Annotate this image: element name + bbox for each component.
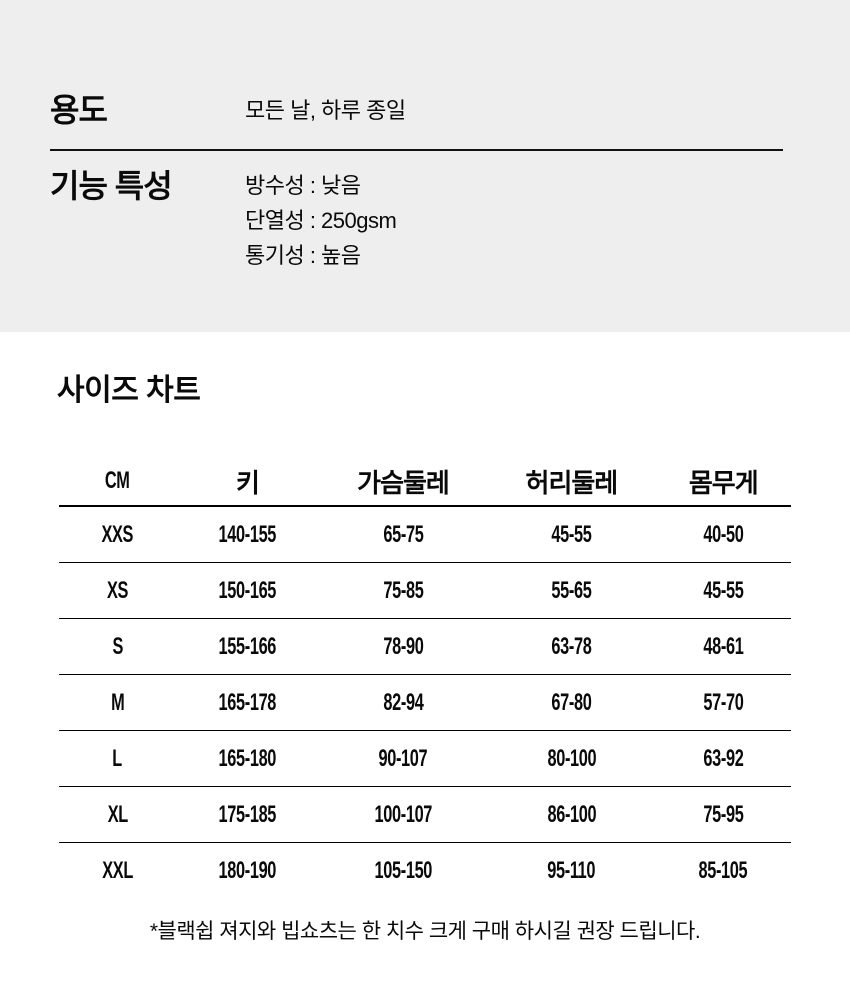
size-cell: XXS [101, 520, 134, 548]
height-cell: 150-165 [218, 576, 277, 604]
height-cell: 175-185 [218, 800, 277, 828]
weight-cell: 57-70 [703, 688, 744, 716]
weight-cell: 40-50 [703, 520, 744, 548]
weight-cell: 48-61 [703, 632, 744, 660]
features-row: 기능 특성 방수성 : 낮음 단열성 : 250gsm 통기성 : 높음 [50, 168, 783, 273]
feature-insulation: 단열성 : 250gsm [245, 208, 397, 233]
chest-cell: 105-150 [374, 857, 432, 884]
chest-cell: 100-107 [374, 800, 432, 828]
table-row-l: L 165-180 90-107 80-100 63-92 [59, 731, 791, 787]
header-cell-waist: 허리둘레 [525, 467, 619, 498]
chest-cell: 90-107 [378, 744, 428, 772]
usage-label: 용도 [50, 92, 108, 128]
size-cell: XXL [102, 857, 133, 884]
waist-cell: 55-65 [551, 576, 592, 604]
chest-cell: 82-94 [383, 688, 424, 716]
waist-cell: 45-55 [551, 520, 592, 548]
feature-waterproof: 방수성 : 낮음 [245, 173, 361, 198]
size-note: *블랙쉽 져지와 빕쇼츠는 한 치수 크게 구매 하시길 권장 드립니다. [149, 920, 701, 943]
header-cell-chest: 가슴둘레 [357, 467, 450, 498]
table-row-xxl: XXL 180-190 105-150 95-110 85-105 [59, 843, 791, 899]
height-cell: 180-190 [218, 857, 277, 884]
feature-list: 방수성 : 낮음 단열성 : 250gsm 통기성 : 높음 [245, 168, 397, 273]
usage-row: 용도 모든 날, 하루 종일 [50, 92, 783, 128]
header-cell-unit: CM [105, 467, 130, 494]
height-cell: 165-178 [218, 688, 277, 716]
header-cell-height: 키 [236, 467, 260, 498]
table-row-s: S 155-166 78-90 63-78 48-61 [59, 619, 791, 675]
waist-cell: 67-80 [551, 688, 592, 716]
weight-cell: 75-95 [703, 800, 744, 828]
table-row-xs: XS 150-165 75-85 55-65 45-55 [59, 563, 791, 619]
size-chart-title: 사이즈 차트 [57, 374, 201, 407]
feature-breathability: 통기성 : 높음 [245, 243, 361, 268]
waist-cell: 95-110 [547, 857, 596, 884]
height-cell: 165-180 [218, 744, 277, 772]
header-cell-weight: 몸무게 [688, 467, 759, 498]
spec-divider [50, 149, 783, 151]
height-cell: 155-166 [218, 632, 277, 660]
chest-cell: 65-75 [383, 520, 424, 548]
table-header-row: CM 키 가슴둘레 허리둘레 몸무게 [59, 457, 791, 507]
waist-cell: 86-100 [546, 800, 596, 828]
table-row-xxs: XXS 140-155 65-75 45-55 40-50 [59, 507, 791, 563]
size-cell: L [112, 744, 123, 772]
size-chart-table: CM 키 가슴둘레 허리둘레 몸무게 XXS 140-155 65-75 45-… [59, 457, 791, 899]
usage-value: 모든 날, 하루 종일 [245, 98, 406, 123]
size-cell: M [110, 688, 125, 716]
features-label: 기능 특성 [50, 168, 173, 204]
chest-cell: 78-90 [383, 632, 424, 660]
size-cell: S [112, 632, 123, 660]
chest-cell: 75-85 [383, 576, 424, 604]
waist-cell: 80-100 [546, 744, 596, 772]
weight-cell: 45-55 [703, 576, 744, 604]
table-row-xl: XL 175-185 100-107 86-100 75-95 [59, 787, 791, 843]
height-cell: 140-155 [218, 520, 277, 548]
weight-cell: 85-105 [698, 857, 748, 884]
waist-cell: 63-78 [551, 632, 592, 660]
table-row-m: M 165-178 82-94 67-80 57-70 [59, 675, 791, 731]
product-specs-section: 용도 모든 날, 하루 종일 기능 특성 방수성 : 낮음 단열성 : 250g… [0, 0, 850, 332]
size-cell: XL [107, 800, 128, 828]
weight-cell: 63-92 [703, 744, 744, 772]
size-cell: XS [107, 576, 129, 604]
